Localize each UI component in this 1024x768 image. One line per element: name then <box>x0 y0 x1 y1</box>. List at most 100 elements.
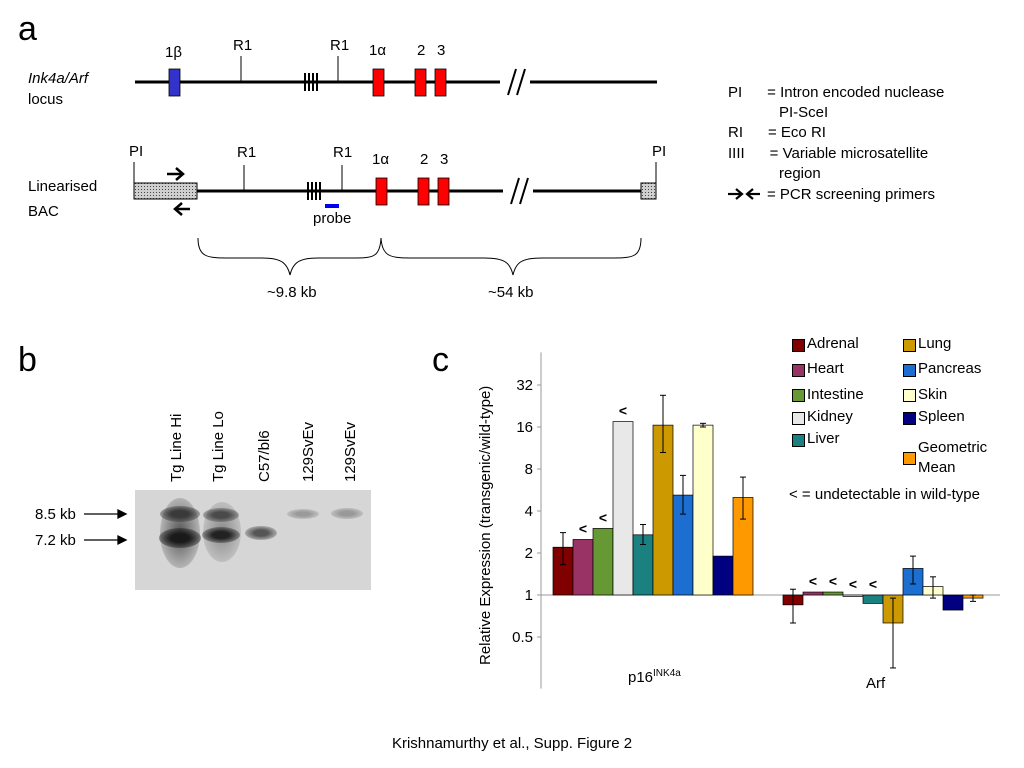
band-lane-2-85 <box>203 508 239 522</box>
label-pi-left: PI <box>129 143 144 160</box>
legend-label-adrenal: Adrenal <box>807 335 859 352</box>
locus-diagram <box>133 56 760 276</box>
label-pi-right: PI <box>652 143 667 160</box>
group-label-p16-main: p16 <box>628 669 654 686</box>
legend-label-kidney: Kidney <box>807 408 853 425</box>
label-2-bac: 2 <box>420 151 429 168</box>
band-lane-3-72 <box>245 526 277 540</box>
legend-label-skin: Skin <box>918 386 948 403</box>
panel-label-a: a <box>18 10 37 48</box>
label-2-locus: 2 <box>417 42 426 59</box>
undetectable-marker-arf-kidney: < <box>849 576 857 592</box>
bar-arf-spleen <box>942 594 964 611</box>
undetectable-marker-p16ink4a-heart: < <box>579 520 587 536</box>
group-label-p16-sup: INK4a <box>653 668 681 679</box>
locus-label-line1: Ink4a/Arf <box>28 70 89 87</box>
band-lane-4-85 <box>287 509 319 519</box>
exon-3-box-locus <box>434 68 447 97</box>
legend-primer-arrows <box>728 188 760 200</box>
break-mark-bac-1 <box>510 177 520 205</box>
marker-arrows <box>84 508 128 546</box>
band-lane-5-85 <box>331 508 363 519</box>
legend-swatch-kidney <box>792 412 805 425</box>
band-lane-2-72 <box>202 527 240 543</box>
legend-iiii-line1: IIII = Variable microsatellite <box>728 145 929 162</box>
y-tick-label: 2 <box>525 545 533 562</box>
legend-label-lung: Lung <box>918 335 952 352</box>
legend-swatch-liver <box>792 434 805 447</box>
bar-p16ink4a-skin <box>692 424 714 596</box>
y-tick-label: 8 <box>525 461 533 478</box>
legend-swatch-heart <box>792 364 805 377</box>
marker-label-72: 7.2 kb <box>35 532 76 549</box>
exon-1beta-box <box>168 68 181 97</box>
group-label-p16: p16INK4a <box>628 668 681 687</box>
brace-right <box>380 237 642 276</box>
bar-arf-kidney <box>842 594 864 597</box>
break-mark-locus-2 <box>516 68 526 96</box>
legend-label-pancreas: Pancreas <box>918 360 982 377</box>
legend-label-heart: Heart <box>807 360 844 377</box>
legend-swatch-intestine <box>792 389 805 402</box>
bar-arf-intestine <box>822 591 844 596</box>
undetectable-marker-p16ink4a-intestine: < <box>599 509 607 525</box>
exon-1alpha-box-locus <box>372 68 385 97</box>
legend-label-geometric-line2: Mean <box>918 459 956 476</box>
bar-p16ink4a-intestine <box>592 528 614 596</box>
band-lane-1-72 <box>159 528 201 548</box>
pi-block-left <box>133 182 198 200</box>
label-dist-right: ~54 kb <box>488 284 534 301</box>
probe-bar <box>325 204 339 208</box>
break-mark-locus-1 <box>507 68 517 96</box>
legend-pi-line1: PI = Intron encoded nuclease <box>728 84 945 101</box>
label-r1-bac-2: R1 <box>333 144 353 161</box>
legend-swatch-lung <box>903 339 916 352</box>
undetectable-marker-p16ink4a-kidney: < <box>619 403 627 419</box>
band-lane-1-85 <box>160 506 200 522</box>
label-r1-bac-1: R1 <box>237 144 257 161</box>
group-label-arf: Arf <box>866 675 886 692</box>
label-1alpha-bac: 1α <box>372 151 390 168</box>
legend-swatch-spleen <box>903 412 916 425</box>
figure-caption: Krishnamurthy et al., Supp. Figure 2 <box>391 735 633 752</box>
primer-arrow-reverse <box>173 202 190 216</box>
marker-label-85: 8.5 kb <box>35 506 76 523</box>
y-tick-label: 32 <box>516 377 533 394</box>
pi-block-right <box>640 182 657 200</box>
panel-label-c: c <box>432 341 449 379</box>
legend-undetectable-note: < = undetectable in wild-type <box>789 486 980 503</box>
y-tick-label: 1 <box>525 587 533 604</box>
legend-swatch-pancreas <box>903 364 916 377</box>
legend-label-intestine: Intestine <box>807 386 864 403</box>
label-probe: probe <box>313 210 352 227</box>
panel-label-b: b <box>18 341 37 379</box>
legend-label-geometric-line1: Geometric <box>918 439 988 456</box>
exon-2-box-bac <box>417 177 430 206</box>
label-r1-locus-1: R1 <box>233 37 253 54</box>
bar-arf-liver <box>862 594 884 604</box>
legend-label-spleen: Spleen <box>918 408 965 425</box>
exon-3-box-bac <box>437 177 450 206</box>
bar-arf-heart <box>802 591 824 596</box>
microsatellite-locus <box>304 73 318 91</box>
brace-left <box>197 237 382 276</box>
label-3-locus: 3 <box>437 42 446 59</box>
y-tick-label: 0.5 <box>512 629 533 646</box>
microsatellite-bac <box>307 182 321 200</box>
exon-1alpha-box-bac <box>375 177 388 206</box>
y-tick-label: 4 <box>525 503 533 520</box>
primer-arrow-forward <box>167 167 185 181</box>
legend-pi-line2: PI-SceI <box>779 104 829 121</box>
bac-label-line2: BAC <box>28 203 59 220</box>
label-r1-locus-2: R1 <box>330 37 350 54</box>
legend-swatch-geometric-mean <box>903 452 916 465</box>
undetectable-marker-arf-liver: < <box>869 576 877 592</box>
southern-blot <box>135 490 371 590</box>
locus-label-line2: locus <box>28 91 64 108</box>
bar-p16ink4a-spleen <box>712 555 734 596</box>
y-tick-label: 16 <box>516 419 533 436</box>
label-1beta: 1β <box>165 44 182 61</box>
bar-p16ink4a-kidney <box>612 421 634 596</box>
legend-swatch-skin <box>903 389 916 402</box>
